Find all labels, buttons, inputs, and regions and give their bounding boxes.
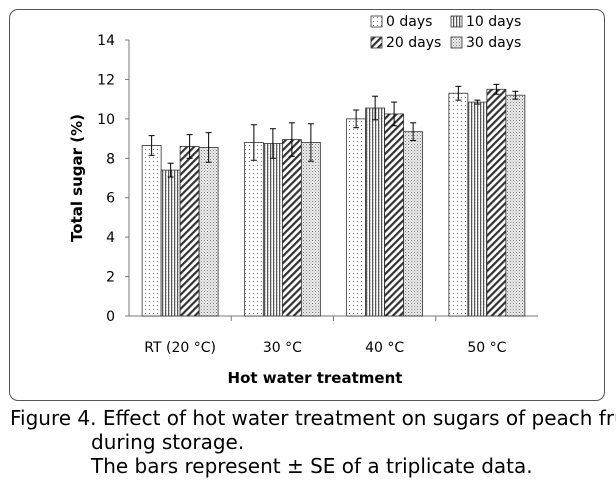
legend-label: 30 days	[466, 35, 521, 51]
y-tick-label: 0	[106, 309, 115, 325]
legend-label: 10 days	[466, 14, 521, 30]
bar-chart: 0 2 4 6 8 10 12 14 RT (20 °C) 30 °C 40 °C 50 °C 0 d…	[68, 14, 538, 387]
caption-text-3: The bars represent ± SE of a triplicate …	[91, 454, 533, 478]
bar	[346, 118, 367, 317]
bars	[141, 88, 526, 317]
y-tick-label: 10	[97, 112, 115, 128]
legend-label: 20 days	[386, 35, 441, 51]
bar	[403, 131, 424, 317]
caption-text-1: Effect of hot water treatment on sugars …	[102, 406, 616, 430]
caption-text-2: during storage.	[91, 430, 245, 454]
legend: 0 days 10 days 20 days 30 days	[370, 14, 521, 51]
bar	[160, 169, 181, 317]
caption-label: Figure 4.	[10, 406, 97, 430]
y-tick-label: 2	[106, 270, 115, 286]
bar	[505, 94, 526, 317]
bar	[141, 145, 162, 317]
bar	[486, 88, 507, 317]
bar	[179, 146, 200, 317]
bar	[365, 107, 386, 317]
y-tick-label: 4	[106, 230, 115, 246]
legend-swatch	[450, 15, 463, 28]
bar	[448, 92, 469, 317]
tick-labels: 0 2 4 6 8 10 12 14 RT (20 °C) 30 °C 40 °C 50 °C	[97, 33, 506, 356]
error-bars	[148, 83, 519, 178]
x-tick-label: 50 °C	[467, 340, 506, 356]
y-tick-label: 12	[97, 72, 115, 88]
x-tick-label: 40 °C	[365, 340, 404, 356]
bar	[467, 101, 488, 317]
bar	[243, 142, 264, 317]
legend-swatch	[370, 15, 383, 28]
x-tick-label: RT (20 °C)	[144, 340, 216, 356]
legend-swatch	[450, 36, 463, 49]
bar	[300, 142, 321, 317]
y-tick-label: 6	[106, 191, 115, 207]
legend-swatch	[370, 36, 383, 49]
caption-line-1: Figure 4. Effect of hot water treatment …	[10, 406, 616, 430]
x-axis-label: Hot water treatment	[228, 369, 403, 387]
bar	[281, 139, 302, 317]
x-tick-label: 30 °C	[263, 340, 302, 356]
bar	[384, 113, 405, 317]
y-tick-label: 8	[106, 151, 115, 167]
figure-caption: Figure 4. Effect of hot water treatment …	[10, 406, 616, 478]
y-axis-label: Total sugar (%)	[68, 114, 86, 242]
y-tick-label: 14	[97, 33, 115, 49]
bar	[198, 147, 219, 317]
legend-label: 0 days	[386, 14, 432, 30]
bar	[262, 143, 283, 317]
